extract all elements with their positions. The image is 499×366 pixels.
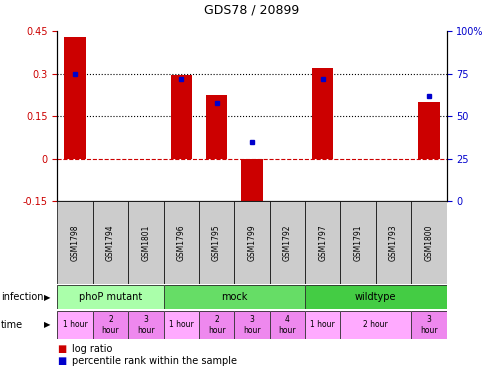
Text: GSM1794: GSM1794 (106, 224, 115, 261)
Text: phoP mutant: phoP mutant (79, 292, 142, 302)
Text: ▶: ▶ (44, 293, 50, 302)
Text: GSM1801: GSM1801 (141, 224, 150, 261)
Text: 3
hour: 3 hour (420, 315, 438, 335)
Text: mock: mock (221, 292, 248, 302)
Bar (242, 159, 262, 208)
Text: ▶: ▶ (44, 320, 50, 329)
Text: log ratio: log ratio (72, 344, 113, 354)
Bar (305, 201, 340, 284)
Text: GSM1798: GSM1798 (70, 224, 79, 261)
Text: 1 hour: 1 hour (63, 320, 87, 329)
Text: time: time (1, 320, 23, 330)
Bar (411, 201, 447, 284)
Text: 3
hour: 3 hour (243, 315, 261, 335)
Text: 1 hour: 1 hour (169, 320, 194, 329)
Text: GSM1797: GSM1797 (318, 224, 327, 261)
Text: 4
hour: 4 hour (278, 315, 296, 335)
Bar (93, 201, 128, 284)
Text: GSM1792: GSM1792 (283, 224, 292, 261)
Text: ■: ■ (57, 355, 67, 366)
Text: 2 hour: 2 hour (363, 320, 388, 329)
Text: GSM1793: GSM1793 (389, 224, 398, 261)
Bar (164, 201, 199, 284)
Bar (376, 201, 411, 284)
Text: wildtype: wildtype (355, 292, 397, 302)
Bar (340, 201, 376, 284)
Bar (269, 201, 305, 284)
Text: 2
hour: 2 hour (102, 315, 119, 335)
Bar (199, 201, 235, 284)
Text: GDS78 / 20899: GDS78 / 20899 (205, 3, 299, 16)
Bar (312, 68, 333, 159)
Text: percentile rank within the sample: percentile rank within the sample (72, 355, 238, 366)
Bar (206, 95, 227, 159)
Bar (418, 102, 440, 159)
Text: GSM1791: GSM1791 (354, 224, 363, 261)
Bar (128, 201, 164, 284)
Text: ■: ■ (57, 344, 67, 354)
Text: 2
hour: 2 hour (208, 315, 226, 335)
Text: GSM1800: GSM1800 (425, 224, 434, 261)
Text: GSM1799: GSM1799 (248, 224, 256, 261)
Text: GSM1795: GSM1795 (212, 224, 221, 261)
Bar (57, 201, 93, 284)
Text: 1 hour: 1 hour (310, 320, 335, 329)
Bar (64, 37, 86, 159)
Text: infection: infection (1, 292, 43, 302)
Bar (235, 201, 269, 284)
Text: 3
hour: 3 hour (137, 315, 155, 335)
Text: GSM1796: GSM1796 (177, 224, 186, 261)
Bar (171, 75, 192, 159)
